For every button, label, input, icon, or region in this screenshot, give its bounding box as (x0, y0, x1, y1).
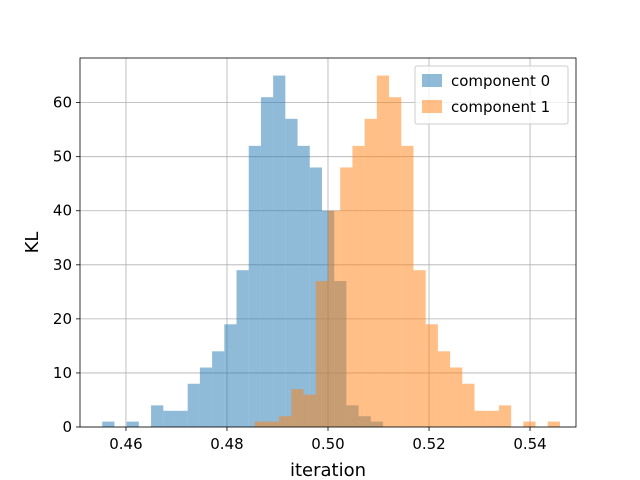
histogram-bar-series-0 (102, 421, 115, 427)
histogram-bar-series-0 (163, 410, 176, 427)
histogram-bar-series-1 (462, 383, 475, 427)
x-tick-label: 0.54 (513, 435, 546, 453)
histogram-bar-series-0 (260, 97, 274, 427)
histogram-bars (102, 75, 560, 428)
legend-swatch (422, 100, 442, 113)
histogram-bar-series-1 (486, 410, 499, 427)
histogram-bar-series-1 (266, 421, 280, 427)
histogram-bar-series-0 (126, 421, 139, 427)
histogram-bar-series-0 (236, 270, 249, 427)
histogram-bar-series-0 (151, 405, 164, 427)
y-tick-label: 40 (53, 202, 72, 220)
histogram-bar-series-1 (376, 75, 390, 428)
histogram-bar-series-1 (450, 367, 463, 427)
histogram-bar-series-1 (437, 351, 451, 427)
histogram-bar-series-1 (474, 410, 487, 427)
x-axis-label: iteration (290, 460, 366, 480)
x-tick-label: 0.48 (210, 435, 243, 453)
y-tick-label: 30 (53, 256, 72, 274)
histogram-bar-series-1 (340, 167, 353, 427)
x-tick-label: 0.50 (311, 435, 344, 453)
histogram-bar-series-1 (523, 421, 536, 427)
histogram-bar-series-1 (547, 421, 560, 427)
y-tick-label: 0 (62, 418, 72, 436)
histogram-bar-series-0 (285, 118, 298, 428)
histogram-bar-series-1 (364, 118, 377, 428)
histogram-bar-series-0 (297, 145, 310, 427)
legend: component 0 component 1 (414, 65, 569, 125)
histogram-bar-series-1 (315, 281, 329, 427)
legend-swatch (422, 74, 442, 87)
x-tick-label: 0.52 (412, 435, 445, 453)
histogram-bar-series-1 (352, 145, 365, 427)
histogram-bar-series-0 (248, 145, 261, 427)
histogram-bar-series-1 (328, 210, 341, 427)
histogram-bar-series-1 (254, 421, 267, 427)
x-tick-label: 0.46 (109, 435, 142, 453)
histogram-bar-series-1 (303, 394, 316, 427)
histogram-bar-series-0 (273, 75, 286, 428)
legend-label: component 0 (451, 72, 550, 90)
histogram-bar-series-0 (212, 351, 225, 427)
histogram-bar-series-0 (224, 324, 237, 427)
histogram-bar-series-0 (175, 410, 188, 427)
histogram-bar-series-1 (291, 389, 304, 427)
y-tick-label: 20 (53, 310, 72, 328)
histogram-bar-series-1 (389, 97, 402, 427)
legend-label: component 1 (451, 98, 550, 116)
y-tick-label: 60 (53, 94, 72, 112)
legend-box (414, 65, 569, 125)
histogram-bar-series-1 (401, 145, 414, 427)
y-tick-label: 50 (53, 148, 72, 166)
histogram-bar-series-1 (425, 324, 438, 427)
y-tick-label: 10 (53, 364, 72, 382)
axis-ticks: 0.46 0.48 0.50 0.52 0.54 0 10 20 30 40 50 60 (53, 94, 547, 453)
y-axis-label: KL (22, 232, 43, 254)
histogram-bar-series-0 (199, 367, 213, 427)
histogram-bar-series-1 (413, 270, 426, 427)
histogram-bar-series-1 (279, 416, 292, 427)
histogram-bar-series-1 (498, 405, 512, 427)
histogram-bar-series-0 (187, 383, 200, 427)
